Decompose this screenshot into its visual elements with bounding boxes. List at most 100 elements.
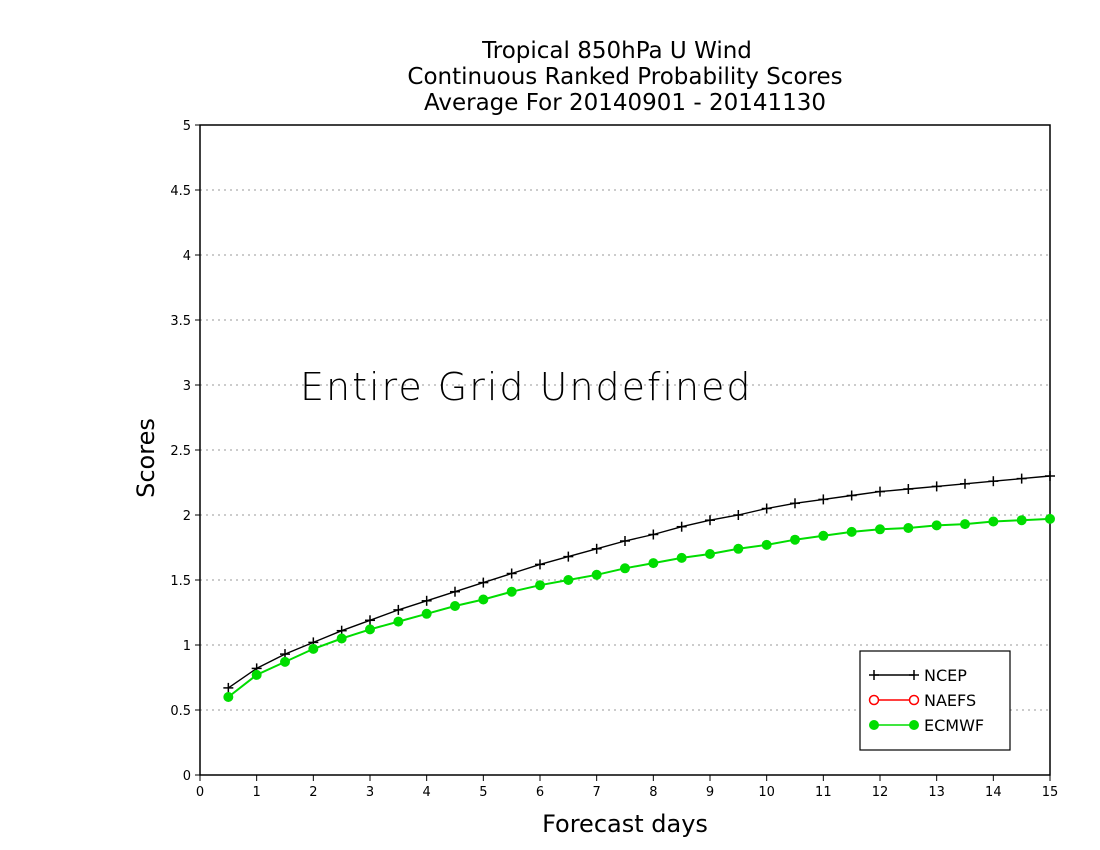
data-point-ecmwf [223, 692, 234, 702]
legend-marker-ecmwf [909, 720, 919, 730]
series-ecmwf [223, 513, 1055, 702]
data-point-ncep [733, 510, 744, 520]
x-tick-label: 4 [423, 785, 431, 800]
legend-entry-ncep: NCEP [869, 666, 967, 685]
data-point-ecmwf [620, 563, 630, 574]
x-tick-label: 11 [815, 785, 832, 800]
data-point-ncep [761, 503, 772, 514]
data-point-ecmwf [705, 549, 715, 559]
y-tick-label: 2 [183, 509, 191, 524]
gridlines [200, 189, 1050, 711]
legend-box [859, 650, 1011, 751]
data-point-ncep [790, 498, 800, 509]
x-tick-label: 15 [1042, 785, 1059, 800]
y-tick-label: 0 [183, 769, 191, 784]
data-point-ncep [705, 515, 715, 526]
legend-label-ncep: NCEP [924, 666, 967, 685]
data-point-ncep [648, 529, 659, 540]
data-point-ncep [1016, 473, 1027, 484]
data-point-ncep [506, 568, 517, 579]
legend-label-naefs: NAEFS [924, 691, 976, 710]
x-tick-label: 12 [872, 785, 889, 800]
data-point-ecmwf [450, 601, 460, 611]
data-point-ecmwf [648, 558, 659, 569]
data-point-ncep [903, 484, 914, 494]
data-point-ecmwf [903, 523, 914, 533]
y-tick-label: 3 [183, 379, 191, 394]
data-point-ecmwf [875, 524, 885, 535]
legend-marker-naefs [868, 694, 880, 706]
y-tick-label: 5 [183, 119, 191, 134]
data-point-ecmwf [676, 552, 687, 563]
data-point-ncep [988, 476, 999, 487]
data-point-ecmwf [761, 539, 772, 550]
data-point-ecmwf [280, 656, 290, 667]
data-point-ncep [818, 494, 829, 505]
y-tick-label: 4 [183, 249, 191, 264]
data-point-ecmwf [733, 543, 744, 554]
data-point-ncep [365, 615, 375, 626]
x-axis-label: Forecast days [542, 810, 708, 838]
data-point-ecmwf [336, 633, 347, 644]
data-point-ecmwf [393, 616, 404, 627]
legend-entry-naefs: NAEFS [868, 691, 976, 710]
data-point-ncep [1045, 471, 1055, 481]
chart-title: Tropical 850hPa U Wind Continuous Ranked… [407, 38, 842, 116]
axis-ticks: 00.511.522.533.544.550 1 2 3 4 5 6 7 8 9 10 11 12 13 1… [170, 119, 1058, 800]
legend-marker-ncep [909, 670, 919, 680]
x-tick-label: 3 [366, 785, 374, 800]
data-point-ecmwf [960, 519, 970, 530]
data-point-ncep [563, 551, 574, 562]
y-tick-label: 1 [183, 639, 191, 654]
data-point-ncep [620, 536, 630, 546]
data-point-ncep [223, 682, 234, 693]
y-tick-label: 4.5 [170, 184, 191, 199]
data-point-ncep [450, 586, 460, 597]
legend-marker-naefs [908, 694, 920, 706]
data-point-ecmwf [421, 608, 432, 619]
data-point-ncep [875, 486, 885, 497]
data-point-ncep [478, 577, 489, 588]
data-point-ncep [421, 595, 432, 606]
x-tick-label: 8 [649, 785, 657, 800]
data-point-ecmwf [308, 643, 319, 654]
data-point-ecmwf [1016, 515, 1027, 526]
data-point-ncep [535, 559, 545, 570]
legend: NCEP NAEFS ECMWF [859, 650, 1011, 751]
legend-marker-ncep [869, 670, 879, 680]
legend-entry-ecmwf: ECMWF [869, 716, 984, 735]
x-tick-label: 6 [536, 785, 544, 800]
title-line-1: Tropical 850hPa U Wind [481, 38, 752, 64]
legend-marker-ecmwf [869, 720, 879, 730]
data-point-ecmwf [1045, 513, 1055, 524]
data-point-ncep [591, 543, 602, 554]
data-point-ecmwf [535, 580, 545, 591]
data-point-ecmwf [365, 624, 375, 635]
data-point-ncep [676, 521, 687, 532]
annotation-text: Entire Grid Undefined [300, 365, 753, 409]
y-tick-label: 1.5 [170, 574, 191, 589]
x-tick-label: 10 [758, 785, 775, 800]
y-tick-label: 3.5 [170, 314, 191, 329]
data-point-ecmwf [478, 594, 489, 605]
data-point-ecmwf [251, 669, 262, 680]
title-line-3: Average For 20140901 - 20141130 [424, 90, 826, 116]
y-tick-label: 0.5 [170, 704, 191, 719]
legend-label-ecmwf: ECMWF [924, 716, 984, 735]
series-group [223, 471, 1055, 702]
data-point-ncep [931, 481, 942, 492]
x-tick-label: 9 [706, 785, 714, 800]
x-tick-label: 5 [479, 785, 487, 800]
x-tick-label: 1 [253, 785, 261, 800]
data-point-ecmwf [506, 586, 517, 597]
x-tick-label: 7 [593, 785, 601, 800]
x-tick-label: 0 [196, 785, 204, 800]
y-tick-label: 2.5 [170, 444, 191, 459]
x-tick-label: 13 [928, 785, 945, 800]
x-tick-label: 2 [309, 785, 317, 800]
x-tick-label: 14 [985, 785, 1002, 800]
data-point-ecmwf [591, 569, 602, 580]
data-point-ecmwf [563, 575, 574, 585]
data-point-ncep [393, 604, 404, 615]
